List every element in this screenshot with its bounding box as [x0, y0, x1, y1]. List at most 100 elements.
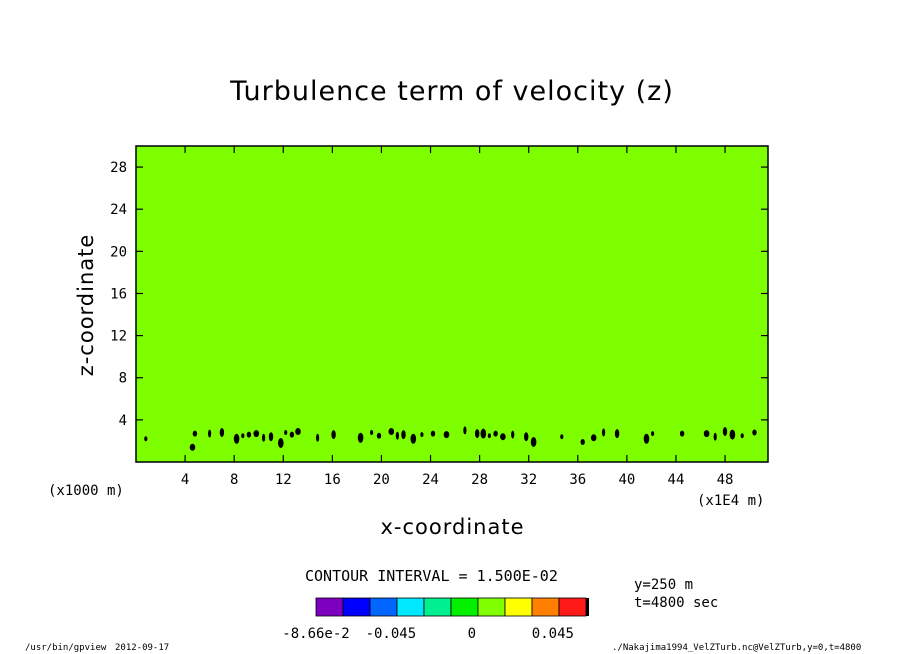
- contour-feature: [233, 433, 240, 444]
- contour-feature: [713, 432, 717, 441]
- y-tick-label: 20: [110, 244, 127, 260]
- program-label: /usr/bin/gpview: [25, 643, 107, 653]
- contour-feature: [295, 428, 301, 435]
- colorbar-swatch: [342, 597, 371, 617]
- y-axis-ticks: 4 8 12 16 20 24 28: [110, 160, 768, 429]
- y-axis-label: z-coordinate: [74, 233, 98, 377]
- contour-feature: [580, 439, 585, 445]
- x-tick-label: 28: [471, 472, 488, 488]
- contour-feature: [703, 430, 710, 438]
- colorbar-swatch: [531, 597, 560, 617]
- contour-feature: [246, 431, 252, 438]
- contour-feature: [395, 431, 399, 440]
- time-label: t=4800 sec: [634, 595, 719, 611]
- colorbar-swatch: [450, 597, 479, 617]
- contour-feature: [530, 437, 537, 447]
- contour-feature: [493, 430, 498, 437]
- contour-feature: [316, 433, 320, 442]
- contour-feature: [219, 428, 225, 437]
- contour-features: [144, 426, 757, 451]
- y-tick-label: 16: [110, 286, 127, 302]
- contour-feature: [643, 433, 650, 444]
- date-label: 2012-09-17: [115, 643, 170, 653]
- colorbar-swatch: [423, 597, 452, 617]
- colorbar-label: -0.045: [366, 626, 417, 642]
- x-axis-label: x-coordinate: [380, 515, 525, 539]
- contour-feature: [614, 429, 620, 439]
- contour-feature: [602, 428, 606, 437]
- contour-feature: [463, 426, 467, 435]
- x-tick-label: 24: [422, 472, 439, 488]
- colorbar-label: -8.66e-2: [282, 626, 349, 642]
- x-tick-label: 32: [520, 472, 537, 488]
- x-tick-label: 16: [324, 472, 341, 488]
- colorbar-swatch: [369, 597, 398, 617]
- contour-feature: [370, 430, 374, 435]
- colorbar-label: 0: [468, 626, 476, 642]
- contour-feature: [443, 431, 450, 439]
- y-tick-label: 8: [119, 371, 127, 387]
- contour-feature: [740, 433, 744, 439]
- y-position-label: y=250 m: [634, 577, 694, 593]
- contour-feature: [511, 430, 515, 439]
- colorbar-swatch: [315, 597, 344, 617]
- colorbar-swatch: [504, 597, 533, 617]
- contour-feature: [420, 432, 424, 438]
- colorbar: -8.66e-2 -0.045 0 0.045: [282, 597, 589, 642]
- plot-frame: [135, 145, 769, 463]
- contour-feature: [278, 438, 284, 448]
- contour-feature: [262, 433, 266, 442]
- contour-feature: [401, 430, 406, 440]
- contour-feature: [376, 432, 382, 439]
- plot-area-fill: [136, 146, 768, 462]
- colorbar-swatch: [558, 597, 587, 617]
- source-label: ./Nakajima1994_VelZTurb.nc@VelZTurb,y=0,…: [612, 643, 862, 653]
- y-tick-label: 12: [110, 329, 127, 345]
- contour-feature: [331, 430, 336, 440]
- y-tick-label: 28: [110, 160, 127, 176]
- x-tick-label: 40: [618, 472, 635, 488]
- colorbar-swatch: [477, 597, 506, 617]
- contour-feature: [208, 429, 212, 438]
- contour-feature: [410, 433, 417, 444]
- x-tick-label: 4: [181, 472, 189, 488]
- contour-feature: [284, 430, 288, 435]
- contour-feature: [729, 429, 736, 440]
- x-tick-label: 36: [569, 472, 586, 488]
- contour-feature: [722, 427, 728, 436]
- contour-feature: [487, 433, 491, 439]
- contour-feature: [590, 434, 597, 442]
- contour-feature: [475, 429, 480, 439]
- y-tick-label: 4: [119, 413, 127, 429]
- contour-feature: [253, 430, 260, 438]
- colorbar-swatch: [396, 597, 425, 617]
- x-tick-label: 8: [230, 472, 238, 488]
- y-tick-label: 24: [110, 202, 127, 218]
- x-tick-label: 12: [275, 472, 292, 488]
- x-tick-label: 44: [668, 472, 685, 488]
- contour-feature: [430, 430, 436, 437]
- contour-feature: [388, 428, 395, 435]
- contour-feature: [192, 430, 198, 437]
- chart-title: Turbulence term of velocity (z): [230, 76, 674, 107]
- colorbar-endcap: [586, 598, 589, 616]
- x-axis-ticks: 4 8 12 16 20 24 28 32 36 40 44 48: [181, 146, 734, 488]
- x-tick-label: 48: [717, 472, 734, 488]
- contour-feature: [752, 429, 757, 436]
- contour-feature: [679, 430, 685, 437]
- contour-feature: [524, 432, 529, 442]
- x-tick-label: 20: [373, 472, 390, 488]
- contour-feature: [144, 436, 148, 442]
- x-factor-label: (x1000 m): [48, 483, 124, 499]
- contour-feature: [268, 432, 274, 442]
- contour-feature: [651, 431, 655, 437]
- contour-feature: [289, 431, 295, 438]
- colorbar-label: 0.045: [532, 626, 574, 642]
- contour-feature: [241, 433, 245, 439]
- contour-feature: [480, 428, 487, 439]
- contour-feature: [560, 434, 564, 440]
- contour-feature: [189, 443, 196, 451]
- contour-feature: [500, 433, 506, 441]
